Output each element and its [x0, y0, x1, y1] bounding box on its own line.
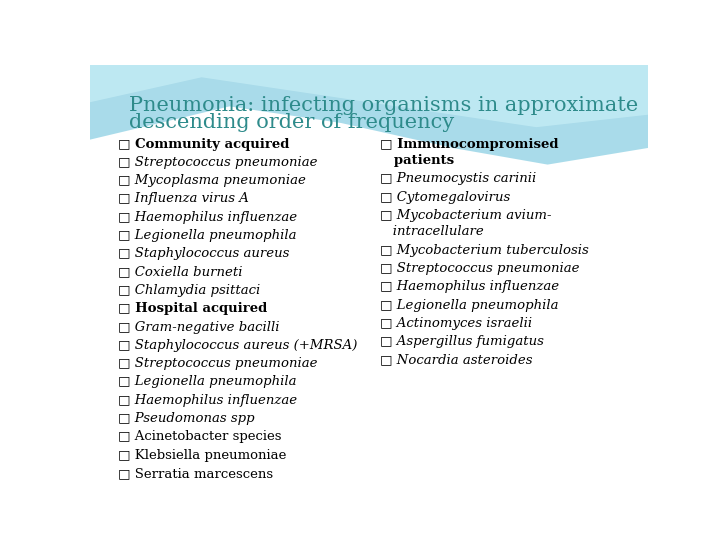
Text: □ Staphylococcus aureus: □ Staphylococcus aureus: [118, 247, 289, 260]
Text: □ Haemophilus influenzae: □ Haemophilus influenzae: [380, 280, 559, 293]
Text: □ Actinomyces israelii: □ Actinomyces israelii: [380, 317, 532, 330]
Text: □ Mycobacterium tuberculosis: □ Mycobacterium tuberculosis: [380, 244, 589, 256]
Text: □ Acinetobacter species: □ Acinetobacter species: [118, 430, 282, 443]
Text: □ Streptococcus pneumoniae: □ Streptococcus pneumoniae: [380, 262, 580, 275]
Text: □ Legionella pneumophila: □ Legionella pneumophila: [380, 299, 559, 312]
Text: □ Influenza virus A: □ Influenza virus A: [118, 192, 249, 205]
Text: □ Aspergillus fumigatus: □ Aspergillus fumigatus: [380, 335, 544, 348]
Text: □ Mycobacterium avium-: □ Mycobacterium avium-: [380, 209, 552, 222]
Text: □ Serratia marcescens: □ Serratia marcescens: [118, 467, 273, 480]
Polygon shape: [90, 65, 648, 165]
Text: □ Nocardia asteroides: □ Nocardia asteroides: [380, 354, 533, 367]
Text: □ Coxiella burneti: □ Coxiella burneti: [118, 266, 243, 279]
Text: □ Legionella pneumophila: □ Legionella pneumophila: [118, 229, 297, 242]
Text: □ Immunocompromised: □ Immunocompromised: [380, 138, 559, 151]
Text: □ Mycoplasma pneumoniae: □ Mycoplasma pneumoniae: [118, 174, 306, 187]
Text: □ Pseudomonas spp: □ Pseudomonas spp: [118, 412, 255, 425]
Text: patients: patients: [380, 154, 454, 167]
Text: □ Haemophilus influenzae: □ Haemophilus influenzae: [118, 394, 297, 407]
Text: intracellulare: intracellulare: [380, 225, 484, 238]
Text: □ Pneumocystis carinii: □ Pneumocystis carinii: [380, 172, 536, 185]
Text: □ Community acquired: □ Community acquired: [118, 138, 289, 151]
Text: Pneumonia: infecting organisms in approximate: Pneumonia: infecting organisms in approx…: [129, 96, 639, 115]
Text: □ Staphylococcus aureus (+MRSA): □ Staphylococcus aureus (+MRSA): [118, 339, 357, 352]
Text: □ Chlamydia psittaci: □ Chlamydia psittaci: [118, 284, 260, 297]
Text: □ Haemophilus influenzae: □ Haemophilus influenzae: [118, 211, 297, 224]
Text: □ Gram-negative bacilli: □ Gram-negative bacilli: [118, 321, 279, 334]
Text: □ Hospital acquired: □ Hospital acquired: [118, 302, 267, 315]
Text: □ Streptococcus pneumoniae: □ Streptococcus pneumoniae: [118, 357, 318, 370]
Text: □ Legionella pneumophila: □ Legionella pneumophila: [118, 375, 297, 388]
Text: descending order of frequency: descending order of frequency: [129, 113, 454, 132]
Text: □ Streptococcus pneumoniae: □ Streptococcus pneumoniae: [118, 156, 318, 169]
Text: □ Klebsiella pneumoniae: □ Klebsiella pneumoniae: [118, 449, 287, 462]
Polygon shape: [90, 65, 648, 127]
Text: □ Cytomegalovirus: □ Cytomegalovirus: [380, 191, 510, 204]
